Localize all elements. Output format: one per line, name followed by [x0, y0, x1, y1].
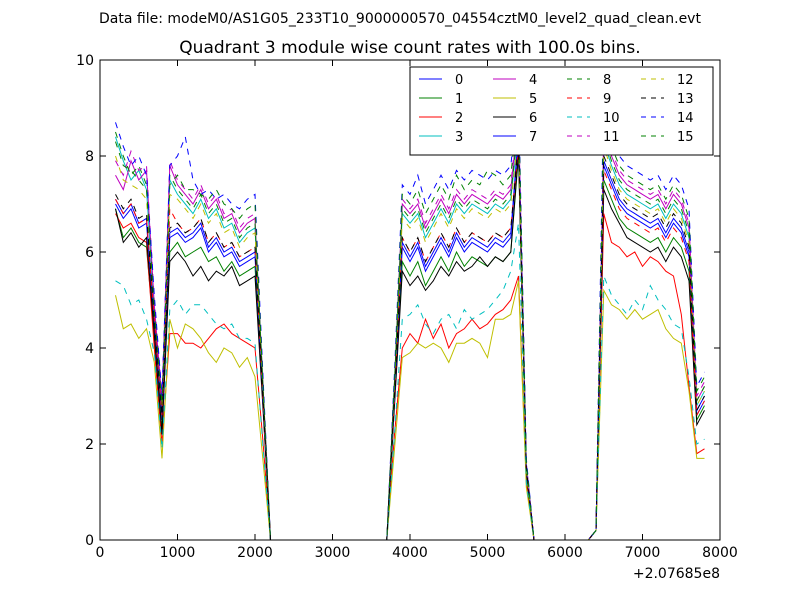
legend-box	[409, 66, 714, 156]
legend-label-0: 0	[455, 73, 463, 88]
x-tick-label: 5000	[470, 545, 506, 561]
x-tick-label: 4000	[392, 545, 428, 561]
legend-label-11: 11	[603, 130, 620, 145]
x-tick-label: 8000	[702, 545, 738, 561]
legend-label-15: 15	[677, 130, 694, 145]
x-tick-label: 0	[96, 545, 105, 561]
series-line-1	[115, 155, 705, 540]
legend-label-8: 8	[603, 73, 611, 88]
series-line-2	[115, 213, 705, 540]
y-tick-label: 0	[85, 533, 94, 549]
legend-label-2: 2	[455, 111, 463, 126]
x-tick-label: 6000	[547, 545, 583, 561]
legend-label-5: 5	[529, 92, 537, 107]
legend-label-13: 13	[677, 92, 694, 107]
x-tick-label: 1000	[160, 545, 196, 561]
y-tick-label: 2	[85, 437, 94, 453]
legend-label-1: 1	[455, 92, 463, 107]
legend-label-3: 3	[455, 130, 463, 145]
legend-label-4: 4	[529, 73, 537, 88]
chart-title: Quadrant 3 module wise count rates with …	[179, 38, 640, 58]
legend-label-14: 14	[677, 111, 694, 126]
legend-label-10: 10	[603, 111, 620, 126]
legend-label-12: 12	[677, 73, 694, 88]
legend-label-9: 9	[603, 92, 611, 107]
series-line-9	[115, 146, 705, 540]
legend-label-7: 7	[529, 130, 537, 145]
series-line-11	[115, 107, 705, 540]
legend-label-6: 6	[529, 111, 537, 126]
y-tick-label: 4	[85, 341, 94, 357]
y-tick-label: 8	[85, 149, 94, 165]
figure-suptitle: Data file: modeM0/AS1G05_233T10_90000005…	[99, 11, 701, 27]
x-tick-label: 3000	[315, 545, 351, 561]
series-line-0	[115, 136, 705, 540]
x-tick-label: 2000	[237, 545, 273, 561]
series-line-5	[115, 280, 705, 540]
y-tick-label: 10	[76, 53, 94, 69]
series-line-10	[115, 223, 705, 540]
y-tick-label: 6	[85, 245, 94, 261]
series-line-7	[115, 131, 705, 540]
series-line-6	[115, 151, 705, 540]
x-tick-label: 7000	[625, 545, 661, 561]
x-offset-label: +2.07685e8	[633, 566, 720, 582]
